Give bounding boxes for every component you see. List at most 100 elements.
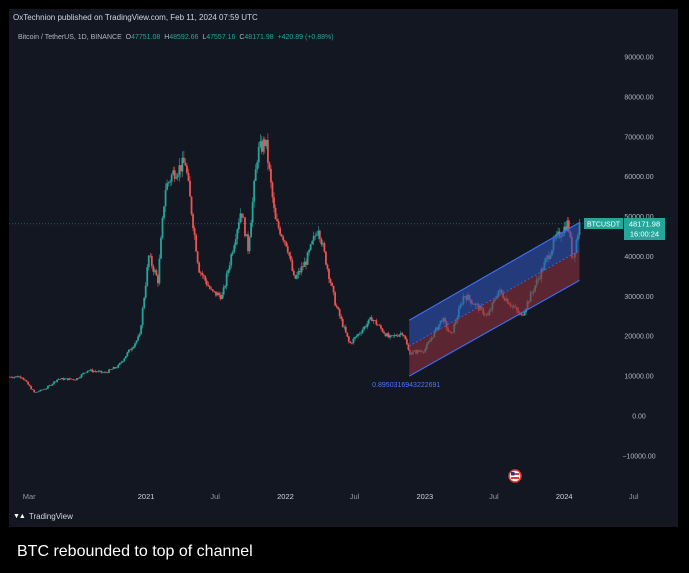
candle-body (118, 362, 121, 365)
candle-body (263, 139, 266, 147)
candle-body (79, 377, 81, 379)
price-chart[interactable]: 0.8950316943222691 90000.00 80000.00 70000… (9, 9, 678, 527)
candle-body (312, 236, 315, 241)
candle-body (224, 285, 227, 288)
candle-body (123, 358, 126, 362)
candle-body (73, 379, 75, 380)
low-value: 47557.16 (206, 34, 236, 41)
ticker-tag-label: BTCUSDT (587, 222, 621, 229)
tradingview-logo-icon: ▼▲ (13, 513, 26, 520)
brand-label: TradingView (28, 512, 73, 521)
candle-body (378, 325, 381, 326)
candle-body (102, 372, 104, 374)
candle-body (189, 180, 191, 197)
candle-body (186, 165, 188, 173)
candle-body (355, 336, 358, 338)
y-tick-label: 50000.00 (624, 214, 653, 221)
candle-body (250, 222, 252, 238)
candle-body (51, 383, 54, 386)
candle-body (10, 376, 13, 378)
candle-body (106, 372, 109, 374)
candle-body (30, 386, 33, 390)
candle-body (306, 252, 309, 265)
price-tag[interactable]: BTCUSDT 48171.98 16:00:24 (584, 218, 665, 240)
candle-body (43, 389, 46, 390)
candle-body (155, 270, 158, 276)
candle-body (520, 313, 523, 315)
y-tick-label: 90000.00 (624, 55, 653, 62)
x-tick-label: Jul (210, 492, 220, 501)
x-tick-label: 2021 (138, 492, 155, 501)
candle-body (128, 349, 130, 353)
candle-body (205, 280, 208, 286)
candle-body (172, 170, 175, 175)
candle-body (386, 333, 388, 337)
candle-body (251, 201, 254, 223)
channel-upper-line (408, 222, 580, 321)
candle-body (157, 275, 159, 284)
us-flag-event-icon[interactable] (508, 469, 522, 483)
candle-body (344, 326, 347, 333)
candle-body (167, 182, 170, 184)
candle-body (321, 243, 324, 245)
candle-body (25, 380, 28, 382)
candle-body (56, 379, 59, 382)
tradingview-brand[interactable]: ▼▲ TradingView (13, 512, 73, 521)
candle-body (230, 254, 233, 266)
candle-body (376, 324, 379, 326)
candle-body (277, 221, 280, 228)
candle-body (294, 275, 297, 279)
candle-body (179, 165, 182, 172)
regression-channel: 0.8950316943222691 (372, 222, 580, 389)
candle-body (161, 217, 164, 238)
candle-body (309, 244, 312, 250)
candle-body (21, 377, 23, 379)
candle-body (566, 220, 569, 232)
candle-body (124, 356, 127, 359)
candle-body (247, 234, 249, 252)
candle-body (366, 323, 369, 328)
candle-body (268, 162, 271, 169)
candle-body (285, 241, 288, 247)
candle-body (60, 378, 63, 380)
candle-body (259, 141, 262, 147)
candle-body (150, 256, 153, 266)
candle-body (163, 206, 165, 218)
candle-body (187, 172, 190, 181)
time-axis: Mar 2021 Jul 2022 Jul 2023 Jul 2024 Jul (23, 492, 639, 501)
candle-body (364, 326, 367, 328)
candle-body (335, 305, 338, 308)
candle-body (276, 219, 278, 222)
candle-body (11, 377, 14, 379)
candle-body (219, 295, 222, 300)
candle-body (375, 320, 378, 325)
candle-body (100, 370, 103, 373)
candle-body (239, 213, 242, 223)
candle-body (59, 379, 62, 380)
candle-body (57, 379, 60, 380)
candle-body (311, 240, 314, 245)
candle-body (91, 369, 94, 372)
candle-body (42, 389, 45, 390)
candle-body (147, 255, 150, 268)
price-tag-countdown: 16:00:24 (630, 230, 659, 239)
candle-body (297, 271, 300, 275)
candle-body (231, 252, 234, 255)
publisher-line: OxTechnion published on TradingView.com,… (13, 13, 258, 22)
candle-body (114, 367, 117, 369)
candle-body (166, 183, 168, 190)
candle-body (175, 177, 178, 179)
candle-body (338, 309, 341, 317)
candle-body (18, 376, 20, 378)
x-tick-label: 2022 (277, 492, 294, 501)
candle-body (184, 162, 187, 166)
symbol-name[interactable]: Bitcoin / TetherUS, 1D, BINANCE (18, 34, 122, 41)
candle-body (178, 165, 181, 176)
candle-body (390, 335, 393, 336)
candle-body (76, 378, 78, 381)
candle-body (363, 326, 366, 330)
candle-body (282, 236, 285, 241)
candle-body (63, 378, 66, 380)
y-tick-label: 40000.00 (624, 254, 653, 261)
candle-body (280, 234, 283, 237)
